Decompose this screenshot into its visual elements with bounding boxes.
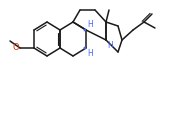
Text: O: O (12, 44, 19, 52)
Text: H: H (87, 49, 93, 58)
Circle shape (84, 47, 85, 49)
Text: H: H (107, 41, 113, 50)
Text: H: H (87, 20, 93, 29)
Circle shape (84, 29, 85, 31)
